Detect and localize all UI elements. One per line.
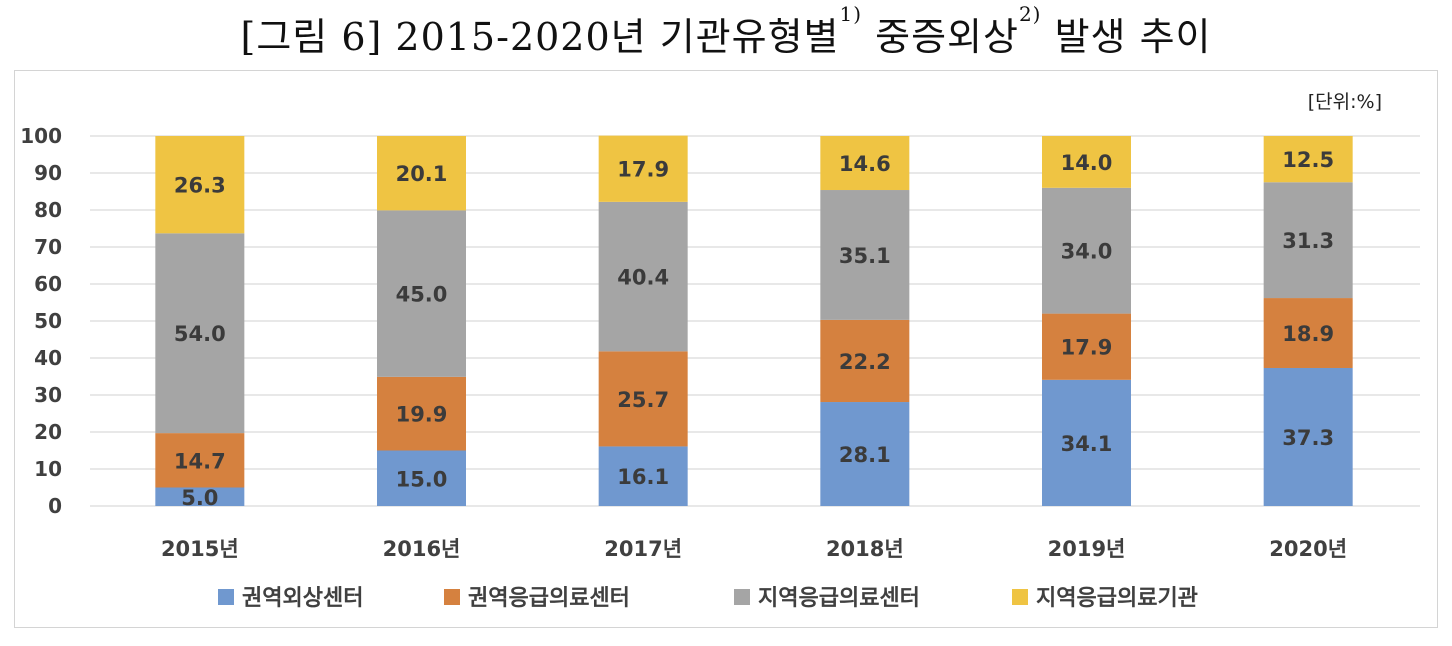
bar-segment <box>377 136 466 211</box>
bar-segment <box>1263 367 1353 506</box>
bar-segment <box>155 233 245 434</box>
data-label: 22.2 <box>839 350 891 374</box>
bar-segment <box>1042 313 1131 380</box>
x-tick-label: 2017년 <box>604 537 682 561</box>
data-label: 19.9 <box>396 403 448 427</box>
data-label: 40.4 <box>617 266 669 290</box>
data-label: 14.6 <box>839 152 891 176</box>
x-tick-label: 2018년 <box>826 537 904 561</box>
x-tick-label: 2015년 <box>161 537 239 561</box>
bar-segment <box>598 135 688 202</box>
legend-swatch <box>1012 589 1028 605</box>
y-tick-label: 60 <box>34 272 62 296</box>
bar-segment <box>377 376 466 451</box>
y-tick-label: 20 <box>34 420 62 444</box>
unit-label: [단위:%] <box>1308 91 1382 113</box>
data-label: 26.3 <box>174 174 226 198</box>
bar-segment <box>598 351 688 447</box>
bar-segment <box>155 487 245 506</box>
legend-label: 권역응급의료센터 <box>468 586 630 611</box>
legend-swatch <box>444 589 460 605</box>
legend-label: 권역외상센터 <box>242 586 363 611</box>
title-end: 발생 추이 <box>1041 15 1212 59</box>
data-label: 28.1 <box>839 443 891 467</box>
data-label: 15.0 <box>396 467 448 491</box>
y-tick-label: 10 <box>34 457 62 481</box>
y-tick-label: 0 <box>48 494 62 518</box>
data-label: 31.3 <box>1282 229 1334 253</box>
x-tick-label: 2019년 <box>1048 537 1126 561</box>
data-label: 17.9 <box>1061 336 1113 360</box>
bar-segment <box>820 190 910 320</box>
bar-segment <box>155 433 245 488</box>
y-tick-label: 90 <box>34 161 62 185</box>
y-axis: 0 10 20 30 40 50 60 70 80 90 100 <box>20 124 62 518</box>
bar-segment <box>377 210 466 377</box>
bar-segment <box>1263 182 1353 299</box>
data-label: 37.3 <box>1282 426 1334 450</box>
legend-swatch <box>734 589 750 605</box>
legend-label: 지역응급의료센터 <box>758 586 920 611</box>
y-tick-label: 40 <box>34 346 62 370</box>
data-label: 16.1 <box>617 465 669 489</box>
chart-frame <box>14 70 1438 628</box>
bar-segment <box>377 450 466 506</box>
bars: 5.0 14.7 54.0 26.3 15.0 19.9 45.0 20.1 16.1 25.7 4… <box>155 135 1353 510</box>
data-label: 25.7 <box>617 388 669 412</box>
bar-segment <box>598 201 688 352</box>
data-label: 45.0 <box>396 283 448 307</box>
y-tick-label: 30 <box>34 383 62 407</box>
y-tick-label: 80 <box>34 198 62 222</box>
title-mid: 중증외상 <box>862 15 1019 59</box>
legend: 권역외상센터 권역응급의료센터 지역응급의료센터 지역응급의료기관 <box>218 586 1198 611</box>
y-tick-label: 50 <box>34 309 62 333</box>
bar-segment <box>820 319 910 403</box>
data-label: 18.9 <box>1282 322 1334 346</box>
data-label: 20.1 <box>396 162 448 186</box>
title-footnote-1: 1) <box>839 2 863 26</box>
data-label: 54.0 <box>174 322 226 346</box>
data-label: 12.5 <box>1282 148 1334 172</box>
x-axis: 2015년 2016년 2017년 2018년 2019년 2020년 <box>161 537 1347 561</box>
data-label: 34.0 <box>1061 240 1113 264</box>
bar-segment <box>820 136 910 191</box>
bar-segment <box>1263 298 1353 368</box>
grid-lines <box>90 135 1420 507</box>
title-main: [그림 6] 2015-2020년 기관유형별 <box>240 15 840 59</box>
y-tick-label: 70 <box>34 235 62 259</box>
y-tick-label: 100 <box>20 124 62 148</box>
data-label: 35.1 <box>839 244 891 268</box>
data-label: 34.1 <box>1061 432 1113 456</box>
x-tick-label: 2020년 <box>1269 537 1347 561</box>
bar-segment <box>1263 136 1353 183</box>
bar-segment <box>1042 187 1131 314</box>
bar-segment <box>598 446 688 506</box>
bar-segment <box>820 402 910 506</box>
legend-label: 지역응급의료기관 <box>1036 586 1198 611</box>
data-label: 14.0 <box>1061 151 1113 175</box>
bar-segment <box>155 136 245 234</box>
data-label: 17.9 <box>617 158 669 182</box>
x-tick-label: 2016년 <box>383 537 461 561</box>
bar-segment <box>1042 379 1131 506</box>
data-label: 5.0 <box>181 486 218 510</box>
chart-title: [그림 6] 2015-2020년 기관유형별1) 중증외상2) 발생 추이 <box>0 2 1452 61</box>
bar-segment <box>1042 136 1131 188</box>
data-label: 14.7 <box>174 449 226 473</box>
title-footnote-2: 2) <box>1018 2 1042 26</box>
legend-swatch <box>218 589 234 605</box>
